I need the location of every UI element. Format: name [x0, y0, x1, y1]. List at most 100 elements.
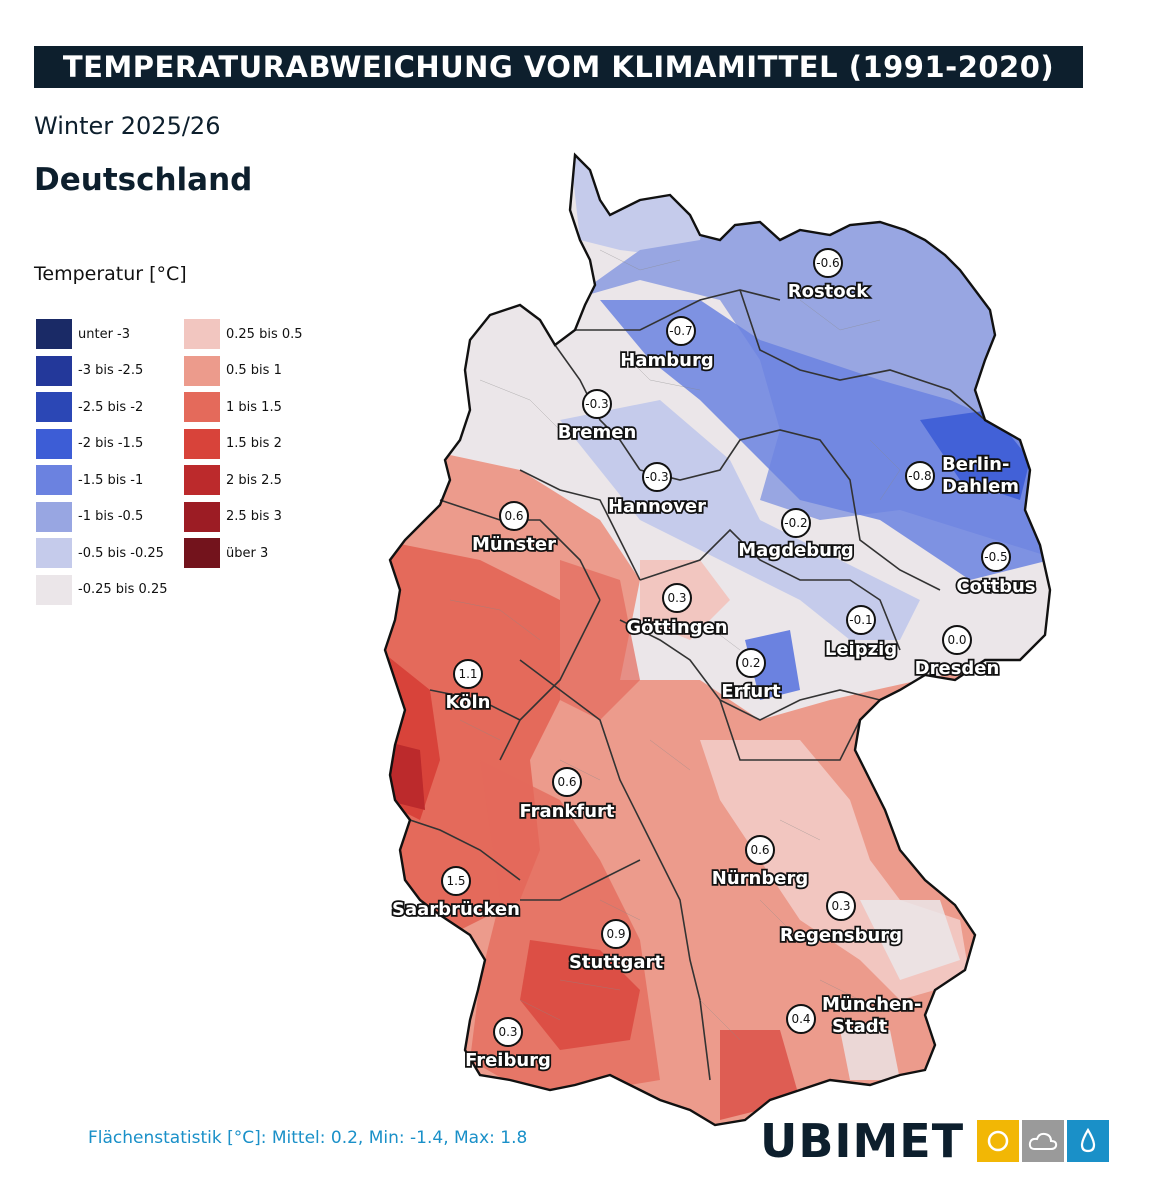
city-value: 0.6	[557, 775, 576, 789]
cloud-icon	[1022, 1120, 1065, 1162]
city-marker: 0.4 München-Stadt	[786, 992, 923, 1039]
city-marker-circle	[745, 835, 775, 865]
legend-item: unter -3	[36, 319, 130, 349]
city-marker: 1.5 Saarbrücken	[390, 866, 522, 922]
legend-label: -2.5 bis -2	[78, 399, 144, 415]
legend-item: 2 bis 2.5	[184, 465, 282, 495]
city-label: Rostock	[788, 281, 870, 302]
city-marker-circle	[846, 605, 876, 635]
city-marker: -0.1 Leipzig	[823, 605, 899, 662]
legend-item: -0.5 bis -0.25	[36, 538, 164, 568]
city-marker: 0.2 Erfurt	[720, 648, 783, 704]
legend-label: über 3	[226, 545, 269, 561]
legend-title: Temperatur [°C]	[34, 263, 187, 285]
city-label: Regensburg	[780, 925, 902, 946]
city-marker: -0.2 Magdeburg	[737, 508, 856, 563]
legend-item: -2 bis -1.5	[36, 428, 144, 459]
legend-label: -2 bis -1.5	[78, 436, 144, 451]
city-marker-circle	[582, 389, 612, 419]
city-label: Göttingen	[626, 617, 727, 638]
legend-item: über 3	[184, 538, 268, 568]
city-marker: -0.5 Cottbus	[955, 542, 1037, 599]
logo-text: UBIMET	[760, 1114, 965, 1168]
city-label: Stuttgart	[569, 952, 664, 973]
city-marker-circle	[493, 1017, 523, 1047]
sun-icon	[977, 1120, 1020, 1162]
legend-label: -0.25 bis 0.25	[78, 582, 168, 597]
legend-item: 1 bis 1.5	[184, 392, 282, 422]
city-value: 0.3	[831, 899, 850, 913]
legend-swatch	[184, 355, 220, 386]
legend-swatch	[36, 319, 72, 349]
district-borders	[449, 249, 941, 1041]
city-label: Berlin-	[942, 454, 1009, 475]
city-marker-circle	[441, 866, 471, 896]
legend-label: -3 bis -2.5	[78, 363, 144, 378]
legend-label: 1.5 bis 2	[226, 436, 282, 451]
city-label-line2: Dahlem	[942, 476, 1019, 497]
germany-border	[383, 152, 1052, 1127]
legend-label: -0.5 bis -0.25	[78, 545, 164, 561]
city-label: Hamburg	[620, 350, 713, 371]
city-label: Bremen	[558, 422, 637, 443]
legend-label: -1.5 bis -1	[78, 472, 144, 488]
city-value: -0.8	[908, 469, 931, 483]
temperature-field	[385, 155, 1050, 1125]
city-value: 0.6	[750, 843, 769, 857]
map-title: TEMPERATURABWEICHUNG VOM KLIMAMITTEL (19…	[34, 46, 1083, 88]
city-value: 0.3	[667, 591, 686, 605]
legend-swatch	[36, 501, 72, 532]
legend-swatch	[184, 538, 220, 568]
city-marker: 0.0 Dresden	[913, 625, 1001, 681]
legend-swatch	[36, 392, 72, 422]
city-marker: 0.3 Regensburg	[778, 891, 904, 948]
city-marker-circle	[666, 316, 696, 346]
city-label: Frankfurt	[519, 801, 614, 822]
city-marker-circle	[642, 462, 672, 492]
legend-item: 2.5 bis 3	[184, 501, 282, 532]
city-label-line2: Stadt	[832, 1016, 888, 1037]
legend-swatch	[184, 319, 220, 349]
legend-swatch	[36, 428, 72, 459]
map-subtitle: Winter 2025/26	[34, 112, 221, 140]
city-value: 1.1	[458, 667, 477, 681]
legend-label: unter -3	[78, 326, 131, 342]
city-marker: 0.9 Stuttgart	[567, 919, 665, 975]
legend-swatch	[36, 355, 72, 386]
city-value: -0.3	[645, 470, 668, 484]
ubimet-logo: UBIMET	[760, 1114, 1110, 1168]
city-marker: 1.1 Köln	[444, 659, 492, 715]
city-marker: 0.6 Frankfurt	[518, 767, 617, 824]
city-marker: -0.3 Hannover	[606, 462, 708, 519]
city-marker-circle	[981, 542, 1011, 572]
city-marker: 0.6 Münster	[470, 501, 558, 557]
legend-label: 2.5 bis 3	[226, 509, 282, 524]
city-label: Münster	[472, 534, 556, 555]
city-value: -0.2	[784, 516, 807, 530]
city-label: München-	[822, 994, 922, 1015]
city-value: 0.9	[606, 927, 625, 941]
city-marker-circle	[942, 625, 972, 655]
city-marker-circle	[453, 659, 483, 689]
city-label: Cottbus	[956, 576, 1035, 597]
legend-swatch	[184, 392, 220, 422]
city-value: -0.6	[816, 256, 839, 270]
city-marker-circle	[736, 648, 766, 678]
city-label: Dresden	[915, 658, 1000, 679]
city-label: Nürnberg	[712, 868, 808, 889]
city-value: -0.7	[669, 324, 692, 338]
city-label: Hannover	[608, 496, 706, 517]
city-value: -0.1	[849, 613, 872, 627]
city-value: 0.2	[741, 656, 760, 670]
legend-item: -1 bis -0.5	[36, 501, 143, 532]
legend-label: 0.5 bis 1	[226, 363, 282, 378]
city-marker-circle	[499, 501, 529, 531]
city-markers: -0.6 Rostock -0.7 Hamburg -0.3 Bremen -0.3 Hann…	[390, 248, 1037, 1073]
city-value: 0.6	[504, 509, 523, 523]
legend-item: -2.5 bis -2	[36, 392, 143, 422]
city-marker-circle	[662, 583, 692, 613]
legend-item: 0.5 bis 1	[184, 355, 282, 386]
city-label: Köln	[446, 692, 491, 713]
city-marker: -0.8 Berlin-Dahlem	[905, 452, 1021, 499]
legend-item: -3 bis -2.5	[36, 355, 144, 386]
